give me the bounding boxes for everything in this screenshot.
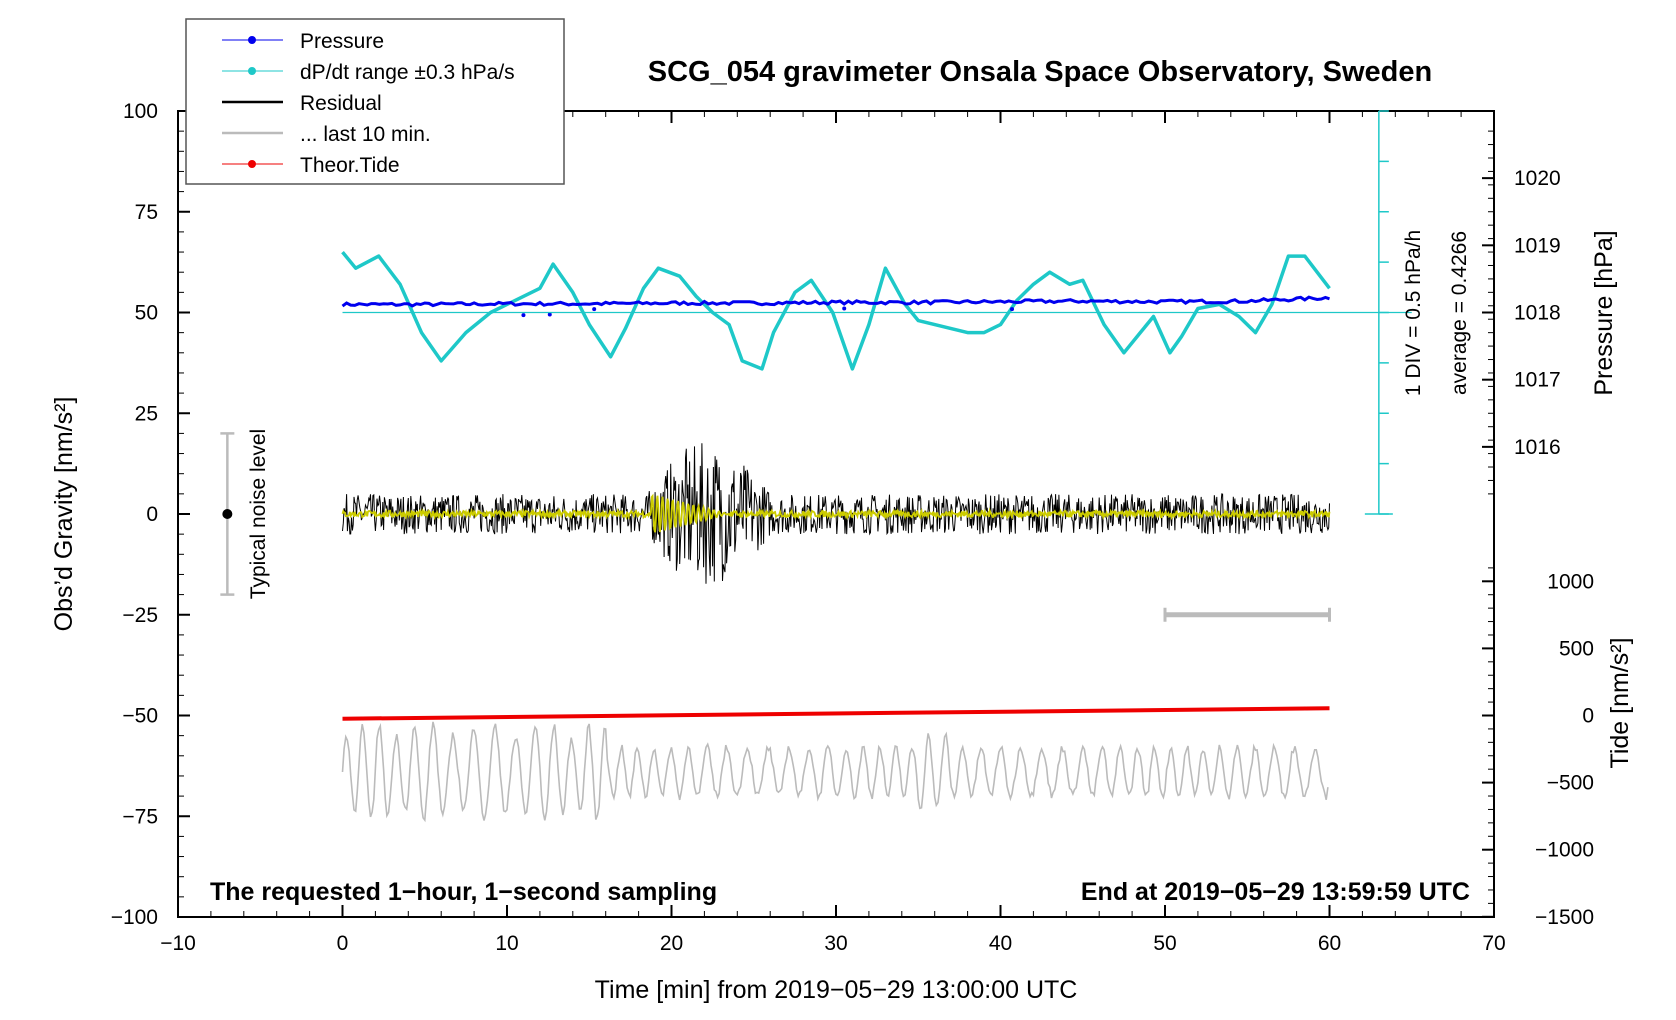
pressure-tick-label: 1016 bbox=[1514, 436, 1561, 459]
legend-item-pressure: Pressure bbox=[222, 30, 384, 53]
x-tick-label: 30 bbox=[824, 932, 847, 955]
legend-label-last10: ... last 10 min. bbox=[300, 123, 431, 146]
series-pressure-line bbox=[341, 295, 1330, 308]
tide-tick-label: 1000 bbox=[1547, 570, 1594, 593]
x-axis-label: Time [min] from 2019−05−29 13:00:00 UTC bbox=[595, 976, 1078, 1004]
series-tide-line bbox=[342, 706, 1330, 721]
average-note: average = 0.4266 bbox=[1448, 231, 1471, 395]
legend-label-residual: Residual bbox=[300, 92, 382, 115]
legend-item-residual: Residual bbox=[222, 92, 382, 115]
legend-label-dpdt: dP/dt range ±0.3 hPa/s bbox=[300, 61, 515, 84]
x-tick-label: 50 bbox=[1153, 932, 1176, 955]
tide-tick-label: −1000 bbox=[1535, 839, 1594, 862]
pressure-tick-label: 1017 bbox=[1514, 369, 1561, 392]
x-tick-label: 0 bbox=[337, 932, 349, 955]
y-axis-label-tide: Tide [nm/s²] bbox=[1606, 637, 1634, 768]
series-pressure-point bbox=[842, 306, 847, 311]
bottom-right-note: End at 2019−05−29 13:59:59 UTC bbox=[1081, 878, 1470, 906]
y-tick-label: 25 bbox=[135, 402, 158, 425]
pressure-tick-label: 1019 bbox=[1514, 234, 1561, 257]
tide-tick-label: −1500 bbox=[1535, 906, 1594, 929]
y-axis-label-pressure: Pressure [hPa] bbox=[1590, 230, 1618, 395]
legend-label-tide: Theor.Tide bbox=[300, 154, 400, 177]
series-residual-line bbox=[342, 443, 1330, 584]
x-tick-label: 60 bbox=[1318, 932, 1341, 955]
y-axis-label-left: Obs’d Gravity [nm/s²] bbox=[50, 397, 78, 632]
y-tick-label: −100 bbox=[111, 906, 158, 929]
pressure-tick-label: 1018 bbox=[1514, 302, 1561, 325]
y-tick-label: 75 bbox=[135, 201, 158, 224]
series-last10-line bbox=[341, 721, 1329, 823]
x-tick-label: −10 bbox=[160, 932, 196, 955]
series-layer bbox=[341, 250, 1331, 823]
y-tick-label: −25 bbox=[122, 604, 158, 627]
series-pressure-point bbox=[547, 312, 552, 317]
scale-note: 1 DIV = 0.5 hPa/h bbox=[1402, 230, 1425, 396]
tide-tick-label: 500 bbox=[1559, 637, 1594, 660]
x-tick-label: 70 bbox=[1482, 932, 1505, 955]
legend-marker-dpdt bbox=[248, 67, 256, 75]
legend-marker-pressure bbox=[248, 36, 256, 44]
tide-tick-label: −500 bbox=[1547, 772, 1594, 795]
legend-label-pressure: Pressure bbox=[300, 30, 384, 53]
legend-marker-tide bbox=[248, 160, 256, 168]
y-tick-label: 0 bbox=[146, 503, 158, 526]
chart-title: SCG_054 gravimeter Onsala Space Observat… bbox=[648, 56, 1432, 88]
y-tick-label: −50 bbox=[122, 705, 158, 728]
series-pressure-point bbox=[592, 307, 597, 312]
y-tick-label: −75 bbox=[122, 805, 158, 828]
series-pressure-point bbox=[1010, 307, 1015, 312]
noise-bar-center bbox=[222, 509, 233, 519]
tide-tick-label: 0 bbox=[1582, 705, 1594, 728]
ticks-layer: −10 0 10 20 30 40 50 60 701007550250−25−50−75−10… bbox=[111, 100, 1594, 955]
legend: Pressure dP/dt range ±0.3 hPa/s Residual… bbox=[185, 18, 565, 185]
bottom-left-note: The requested 1−hour, 1−second sampling bbox=[210, 878, 717, 906]
annotation-layer bbox=[220, 110, 1412, 622]
legend-item-tide: Theor.Tide bbox=[222, 154, 400, 177]
noise-level-label: Typical noise level bbox=[247, 429, 270, 599]
y-tick-label: 50 bbox=[135, 302, 158, 325]
series-dpdt-line bbox=[341, 250, 1331, 371]
y-tick-label: 100 bbox=[123, 100, 158, 123]
series-residual-smoothed-line bbox=[341, 493, 1331, 533]
legend-item-last10: ... last 10 min. bbox=[222, 123, 431, 146]
x-tick-label: 40 bbox=[989, 932, 1012, 955]
pressure-tick-label: 1020 bbox=[1514, 167, 1561, 190]
series-pressure-point bbox=[521, 313, 526, 318]
legend-item-dpdt: dP/dt range ±0.3 hPa/s bbox=[222, 61, 515, 84]
x-tick-label: 20 bbox=[660, 932, 683, 955]
x-tick-label: 10 bbox=[495, 932, 518, 955]
